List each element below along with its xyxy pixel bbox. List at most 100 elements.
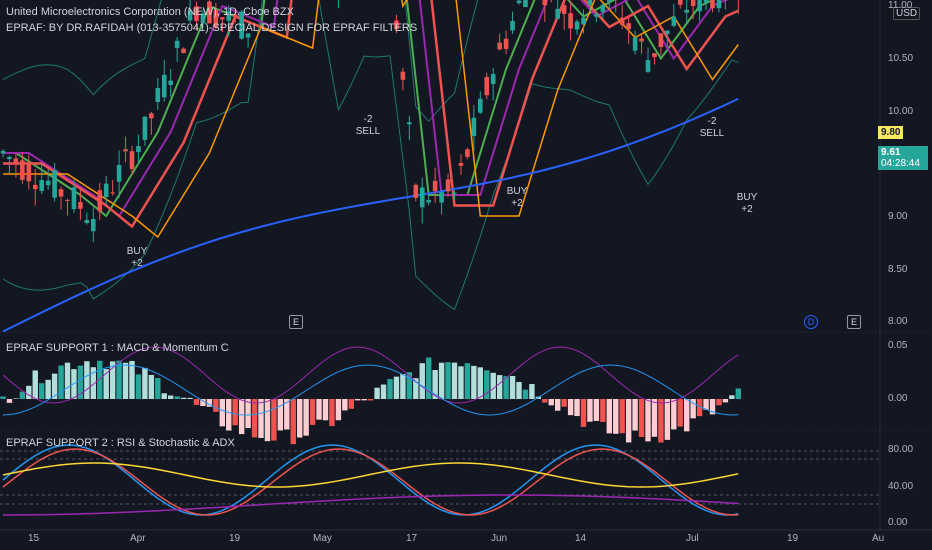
price-tick: 9.00 (888, 211, 908, 222)
histogram-bar (471, 365, 477, 399)
histogram-bar (619, 399, 625, 434)
histogram-bar (51, 373, 58, 399)
time-tick: 14 (575, 533, 587, 544)
indicator-title: EPRAF: BY DR.RAFIDAH (013-3575041)-SPECI… (6, 22, 418, 34)
histogram-bar (658, 399, 664, 443)
histogram-bar (709, 399, 716, 415)
pane3-tick: 0.00 (888, 517, 908, 528)
histogram-bar (90, 367, 96, 399)
candle-body (65, 199, 70, 201)
time-tick: 17 (406, 533, 418, 544)
dividend-event-icon[interactable]: D (804, 315, 818, 329)
pane3-title: EPRAF SUPPORT 2 : RSI & Stochastic & ADX (6, 437, 235, 449)
pane2-tick: 0.05 (888, 340, 908, 351)
histogram-bar (187, 397, 193, 399)
histogram-bar (567, 399, 574, 416)
signal-sub: SELL (355, 126, 381, 137)
histogram-bar (632, 399, 638, 431)
currency-button[interactable]: USD (893, 7, 921, 20)
stochastic-d-line (2, 448, 739, 516)
histogram-bar (542, 399, 548, 403)
buy-signal-marker: BUY +2 (504, 186, 530, 210)
histogram-bar (684, 399, 690, 432)
time-tick: Au (872, 533, 885, 544)
macd-line (2, 364, 739, 416)
histogram-bar (238, 399, 245, 435)
bollinger-upper (2, 0, 479, 123)
candle-body (52, 170, 57, 198)
time-tick: Apr (130, 533, 146, 544)
candle-body (142, 116, 148, 140)
candle-body (710, 0, 715, 9)
price-tick: 8.00 (888, 316, 908, 327)
candle-body (7, 156, 12, 160)
histogram-bar (638, 399, 645, 437)
candle-body (561, 5, 567, 14)
candle-body (445, 179, 451, 192)
histogram-bar (77, 365, 84, 399)
candle-body (458, 163, 464, 166)
histogram-bar (284, 399, 290, 430)
candle-body (116, 165, 122, 182)
histogram-bar (548, 399, 554, 406)
histogram-bar (677, 399, 683, 427)
pane3-tick: 80.00 (888, 444, 914, 455)
candle-body (523, 0, 528, 8)
histogram-bar (690, 399, 696, 419)
candle-body (39, 180, 44, 191)
candle-body (20, 160, 25, 180)
histogram-bar (400, 374, 406, 399)
candle-body (213, 9, 219, 28)
candle-body (13, 158, 19, 165)
candle-body (220, 17, 225, 20)
candle-body (665, 30, 670, 35)
signal-label: -2 (707, 116, 717, 127)
pane2-tick: 0.00 (888, 393, 908, 404)
histogram-bar (393, 376, 400, 399)
candle-body (600, 4, 606, 13)
candle-body (394, 20, 399, 30)
candle-body (452, 192, 457, 194)
symbol-title: United Microelectronics Corporation (NEW… (6, 6, 294, 18)
histogram-bar (109, 361, 116, 399)
candle-body (419, 187, 425, 208)
histogram-bar (625, 399, 632, 443)
candle-body (400, 71, 406, 80)
time-tick: May (313, 533, 332, 544)
candle-body (471, 117, 477, 137)
buy-signal-marker: BUY +2 (734, 192, 760, 216)
histogram-bar (555, 399, 561, 411)
ma-blue-line (2, 97, 739, 333)
histogram-bar (271, 399, 277, 441)
histogram-bar (335, 399, 342, 421)
ma-orange-line (3, 0, 739, 239)
candle-body (91, 218, 96, 232)
candle-body (181, 48, 186, 54)
candle-body (407, 122, 412, 125)
candle-body (97, 190, 103, 212)
histogram-bar (122, 362, 129, 399)
histogram-bar (161, 393, 167, 399)
candle-body (161, 74, 167, 98)
countdown-timer: 04:28:44 (881, 158, 920, 169)
histogram-bar (322, 399, 329, 421)
signal-sub: +2 (741, 204, 753, 215)
histogram-bar (432, 370, 438, 399)
histogram-bar (419, 363, 425, 399)
candle-body (439, 192, 444, 203)
histogram-bar (64, 362, 71, 399)
histogram-bar (651, 399, 658, 437)
histogram-bar (484, 370, 490, 399)
earnings-event-icon[interactable]: E (847, 315, 861, 329)
histogram-bar (729, 395, 735, 399)
histogram-bar (387, 379, 393, 399)
earnings-event-icon[interactable]: E (289, 315, 303, 329)
histogram-bar (97, 360, 103, 399)
histogram-bar (6, 399, 13, 403)
histogram-bar (587, 399, 593, 422)
histogram-bar (606, 399, 612, 434)
candle-body (684, 9, 689, 13)
candle-body (129, 151, 135, 169)
ma-green-line (3, 0, 716, 218)
